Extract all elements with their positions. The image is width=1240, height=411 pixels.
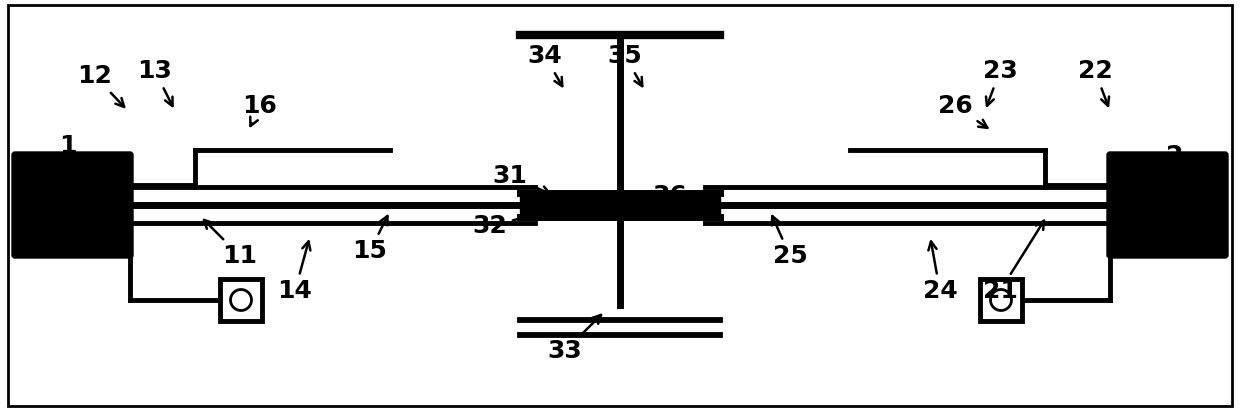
Text: 32: 32 — [472, 210, 544, 238]
Text: 15: 15 — [352, 216, 388, 263]
Text: 2: 2 — [1167, 144, 1184, 195]
Text: 33: 33 — [548, 315, 601, 363]
Text: 16: 16 — [243, 94, 278, 126]
Circle shape — [991, 289, 1012, 310]
Text: 34: 34 — [528, 44, 563, 86]
Circle shape — [231, 289, 252, 310]
Text: 26: 26 — [937, 94, 987, 128]
Text: 24: 24 — [923, 242, 957, 303]
Text: 25: 25 — [771, 216, 807, 268]
Text: 23: 23 — [982, 59, 1017, 106]
Bar — [980, 279, 1022, 321]
Text: 12: 12 — [78, 64, 124, 107]
Bar — [520, 193, 720, 217]
Text: 36: 36 — [647, 184, 687, 208]
Text: 14: 14 — [278, 241, 312, 303]
Text: 11: 11 — [203, 220, 258, 268]
Text: 22: 22 — [1078, 59, 1112, 106]
Text: 35: 35 — [608, 44, 642, 86]
Text: 31: 31 — [492, 164, 549, 194]
Text: 13: 13 — [138, 59, 172, 106]
FancyBboxPatch shape — [12, 152, 133, 258]
Bar — [219, 279, 262, 321]
FancyBboxPatch shape — [1107, 152, 1228, 258]
Text: 1: 1 — [60, 134, 77, 190]
Text: 21: 21 — [982, 221, 1044, 303]
